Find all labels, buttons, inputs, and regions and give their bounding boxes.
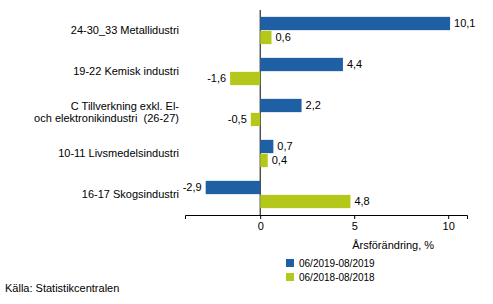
category-label: 10-11 Livsmedelsindustri — [58, 147, 179, 159]
data-label: 10,1 — [454, 17, 475, 29]
legend-swatch — [286, 273, 294, 281]
bar — [260, 17, 450, 30]
data-labels: 10,1 4,4 2,2 0,7 -2,9 0,6 -1,6 -0,5 0,4 4,8 — [183, 17, 476, 207]
axis-line — [186, 216, 468, 220]
category-label: 19-22 Kemisk industri — [73, 65, 179, 77]
tick-mark — [354, 215, 355, 219]
data-label: 4,4 — [347, 58, 362, 70]
legend-label: 06/2018-08/2018 — [299, 272, 375, 283]
bar — [251, 113, 260, 126]
data-label: 0,7 — [277, 140, 292, 152]
bars — [206, 17, 450, 208]
tick: 0 — [258, 215, 264, 232]
category-labels: 24-30_33 Metallidustri 19-22 Kemisk indus… — [34, 24, 179, 200]
axis-title: Årsförändring, % — [352, 239, 434, 251]
tick: 5 — [352, 215, 358, 232]
bar — [260, 154, 268, 167]
bar — [206, 181, 261, 194]
category-label: 24-30_33 Metallidustri — [71, 24, 179, 36]
legend-swatch — [286, 259, 294, 267]
data-label: 0,6 — [275, 31, 290, 43]
bar — [260, 58, 343, 71]
bar — [260, 140, 273, 153]
data-label: 4,8 — [354, 195, 369, 207]
data-label: -0,5 — [228, 113, 247, 125]
tick: 10 — [443, 215, 455, 232]
bar — [260, 195, 350, 208]
tick-mark — [260, 215, 261, 219]
data-label: -2,9 — [183, 181, 202, 193]
data-label: 2,2 — [306, 99, 321, 111]
x-axis: 0 5 10 — [186, 215, 468, 232]
source-note: Källa: Statistikcentralen — [5, 282, 119, 294]
tick-mark — [448, 215, 449, 219]
bar — [260, 99, 301, 112]
category-label: 16-17 Skogsindustri — [82, 188, 179, 200]
legend-label: 06/2019-08/2019 — [299, 258, 375, 269]
tick-label: 0 — [258, 220, 264, 232]
data-label: 0,4 — [272, 154, 287, 166]
chart: 10,1 4,4 2,2 0,7 -2,9 0,6 -1,6 -0,5 0,4 4,8 24-30_… — [0, 0, 493, 304]
data-label: -1,6 — [207, 72, 226, 84]
bar — [230, 72, 260, 85]
category-label: C Tillverkning exkl. El-och elektronikin… — [34, 100, 179, 124]
tick-label: 5 — [352, 220, 358, 232]
legend: 06/2019-08/2019 06/2018-08/2018 — [286, 258, 375, 283]
tick-label: 10 — [443, 220, 455, 232]
bar — [260, 31, 271, 44]
